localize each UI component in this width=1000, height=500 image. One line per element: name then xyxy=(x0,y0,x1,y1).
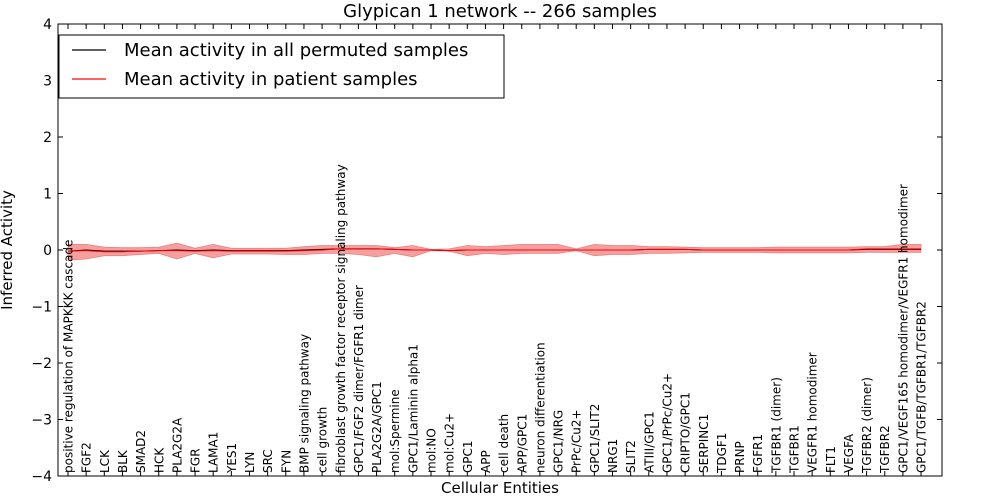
y-tick-label: −2 xyxy=(31,356,52,372)
plot-area xyxy=(67,242,922,261)
y-tick-label: 0 xyxy=(43,243,52,259)
x-category-label: APP xyxy=(479,450,493,473)
x-category-label: HCK xyxy=(152,447,166,473)
x-category-label: TDGF1 xyxy=(715,433,729,474)
x-category-label: GPC1/TGFB/TGFBR1/TGFBR2 xyxy=(915,301,929,473)
x-category-label: ATIII/GPC1 xyxy=(642,411,656,473)
x-category-label: APP/GPC1 xyxy=(515,414,529,473)
x-category-label: PLA2G2A xyxy=(170,417,184,473)
x-category-label: TGFBR1 xyxy=(788,425,802,474)
x-category-label: LAMA1 xyxy=(207,432,221,473)
y-tick-label: −4 xyxy=(31,469,52,485)
x-category-label: GPC1/VEGF165 homodimer/VEGFR1 homodimer xyxy=(896,184,910,473)
x-category-label: TGFBR2 xyxy=(878,425,892,474)
x-category-label: LCK xyxy=(98,449,112,473)
x-category-label: FGFR1 xyxy=(751,434,765,473)
x-category-label: FYN xyxy=(279,450,293,473)
x-axis-label: Cellular Entities xyxy=(441,479,559,497)
x-category-label: neuron differentiation xyxy=(533,342,547,473)
x-category-label: mol:NO xyxy=(425,428,439,473)
y-tick-label: 3 xyxy=(43,74,52,90)
legend: Mean activity in all permuted samples Me… xyxy=(58,34,505,99)
x-category-label: PRNP xyxy=(733,441,747,473)
x-category-label: mol:Spermine xyxy=(388,389,402,473)
y-axis: −4 −3 −2 −1 0 1 2 3 4 xyxy=(31,17,942,485)
x-category-label: fibroblast growth factor receptor signal… xyxy=(334,164,348,473)
x-category-label: CRIPTO/GPC1 xyxy=(679,392,693,473)
x-category-label: GPC1/SLIT2 xyxy=(588,404,602,473)
x-category-label: TGFBR1 (dimer) xyxy=(769,377,783,474)
x-category-label: SERPINC1 xyxy=(697,414,711,473)
x-category-label: GPC1/Laminin alpha1 xyxy=(406,344,420,473)
x-category-label: NRG1 xyxy=(606,439,620,473)
x-category-label: GPC1 xyxy=(461,440,475,473)
x-category-label: BMP signaling pathway xyxy=(297,334,311,473)
y-tick-label: −3 xyxy=(31,413,52,429)
y-tick-label: 2 xyxy=(43,130,52,146)
activity-range-band xyxy=(67,242,922,261)
x-category-label: VEGFR1 homodimer xyxy=(806,352,820,473)
x-category-label: PrPc/Cu2+ xyxy=(570,409,584,473)
y-tick-label: −1 xyxy=(31,300,52,316)
y-tick-label: 4 xyxy=(43,17,52,33)
chart-title: Glypican 1 network -- 266 samples xyxy=(343,1,657,22)
x-category-labels: positive regulation of MAPKKK cascade FGF… xyxy=(62,24,929,476)
x-category-label: BLK xyxy=(116,449,130,473)
x-category-label: VEGFA xyxy=(842,433,856,473)
x-category-label: GPC1/FGF2 dimer/FGFR1 dimer xyxy=(352,285,366,473)
x-category-label: GPC1/NRG xyxy=(552,410,566,473)
y-tick-label: 1 xyxy=(43,187,52,203)
x-category-label: FGF2 xyxy=(80,442,94,473)
x-category-label: TGFBR2 (dimer) xyxy=(860,377,874,474)
x-category-label: cell death xyxy=(497,414,511,473)
x-category-label: YES1 xyxy=(225,443,239,474)
x-category-label: SLIT2 xyxy=(624,440,638,473)
x-category-label: positive regulation of MAPKKK cascade xyxy=(62,240,76,473)
series-line-patient xyxy=(67,248,921,253)
x-category-label: LYN xyxy=(243,452,257,473)
x-category-label: SRC xyxy=(261,449,275,473)
legend-label-permuted: Mean activity in all permuted samples xyxy=(124,40,468,61)
legend-box xyxy=(58,34,505,99)
x-category-label: cell growth xyxy=(316,407,330,473)
y-axis-label: Inferred Activity xyxy=(0,190,16,310)
x-category-label: mol:Cu2+ xyxy=(443,413,457,473)
x-category-label: FLT1 xyxy=(824,446,838,473)
legend-label-patient: Mean activity in patient samples xyxy=(124,69,418,90)
x-category-label: GPC1/PrPc/Cu2+ xyxy=(660,373,674,473)
x-category-label: FGR xyxy=(189,448,203,473)
x-category-label: SMAD2 xyxy=(134,430,148,473)
x-category-label: PLA2G2A/GPC1 xyxy=(370,381,384,473)
